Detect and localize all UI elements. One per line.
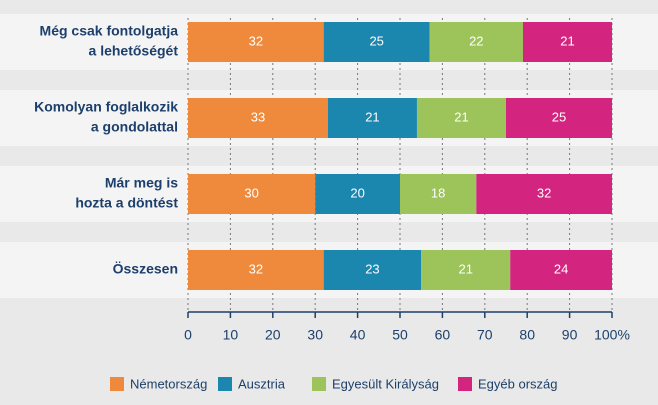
value-label: 30 xyxy=(244,185,258,200)
bar-segment xyxy=(476,174,612,214)
bar-segment xyxy=(188,174,316,214)
value-label: 22 xyxy=(469,33,483,48)
x-tick-label: 90 xyxy=(562,327,578,343)
category-label: Komolyan foglalkozik xyxy=(34,99,178,115)
x-tick-label: 40 xyxy=(350,327,366,343)
x-tick-label: 30 xyxy=(307,327,323,343)
x-tick-label: 20 xyxy=(265,327,281,343)
bar-segment xyxy=(421,250,511,290)
value-label: 24 xyxy=(554,261,568,276)
value-label: 25 xyxy=(369,33,383,48)
bar-segment xyxy=(188,98,328,138)
value-label: 32 xyxy=(249,33,263,48)
value-label: 18 xyxy=(431,185,445,200)
legend-swatch xyxy=(312,377,326,391)
x-tick-label: 60 xyxy=(435,327,451,343)
x-tick-label: 50 xyxy=(392,327,408,343)
value-label: 21 xyxy=(365,109,379,124)
value-label: 21 xyxy=(560,33,574,48)
bar-segment xyxy=(188,22,324,62)
value-label: 33 xyxy=(251,109,265,124)
value-label: 21 xyxy=(454,109,468,124)
bar-segment xyxy=(429,22,523,62)
x-tick-label: 70 xyxy=(477,327,493,343)
bar-segment xyxy=(510,250,612,290)
category-label: Még csak fontolgatja xyxy=(40,23,179,39)
category-label: hozta a döntést xyxy=(75,195,178,211)
legend-label: Ausztria xyxy=(238,376,286,391)
value-label: 32 xyxy=(537,185,551,200)
bar-segment xyxy=(323,250,422,290)
category-label: Már meg is xyxy=(105,175,178,191)
legend-label: Egyéb ország xyxy=(478,376,558,391)
bar-segment xyxy=(522,22,612,62)
legend-swatch xyxy=(110,377,124,391)
bar-segment xyxy=(327,98,417,138)
x-tick-label: 10 xyxy=(223,327,239,343)
value-label: 21 xyxy=(458,261,472,276)
bar-segment xyxy=(188,250,324,290)
value-label: 32 xyxy=(249,261,263,276)
category-label: a lehetőségét xyxy=(89,43,179,59)
category-label: a gondolattal xyxy=(91,119,178,135)
value-label: 25 xyxy=(552,109,566,124)
legend-label: Egyesült Királyság xyxy=(332,376,439,391)
bar-segment xyxy=(416,98,506,138)
value-label: 23 xyxy=(365,261,379,276)
bar-segment xyxy=(315,174,400,214)
legend-label: Németország xyxy=(130,376,207,391)
value-label: 20 xyxy=(350,185,364,200)
x-tick-label: 100% xyxy=(594,327,630,343)
category-label: Összesen xyxy=(113,261,178,277)
x-tick-label: 80 xyxy=(519,327,535,343)
x-tick-label: 0 xyxy=(184,327,192,343)
legend-swatch xyxy=(218,377,232,391)
bar-segment xyxy=(506,98,612,138)
bar-segment xyxy=(400,174,477,214)
legend-swatch xyxy=(458,377,472,391)
bar-segment xyxy=(323,22,430,62)
